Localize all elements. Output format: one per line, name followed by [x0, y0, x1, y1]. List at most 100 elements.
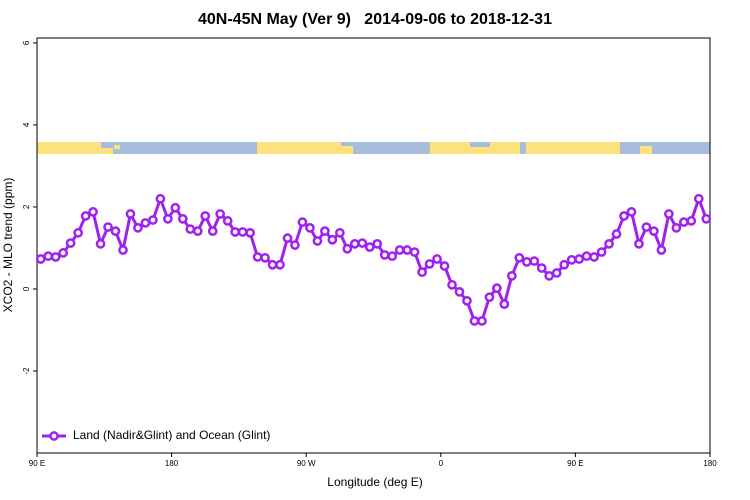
- y-tick-label: 0: [22, 286, 31, 291]
- data-point: [335, 227, 345, 238]
- data-point: [95, 239, 106, 249]
- data-point: [611, 229, 622, 239]
- chart-title: 40N-45N May (Ver 9) 2014-09-06 to 2018-1…: [198, 11, 552, 28]
- data-point: [454, 286, 465, 297]
- data-point: [320, 226, 330, 236]
- data-point: [364, 242, 375, 252]
- data-point: [35, 254, 46, 264]
- data-point: [387, 251, 398, 262]
- data-point: [237, 227, 248, 237]
- data-point: [275, 259, 285, 270]
- x-tick-label: 180: [165, 459, 179, 468]
- x-tick-label: 90 E: [567, 459, 583, 468]
- y-tick-label: -2: [22, 367, 31, 375]
- data-point: [402, 245, 412, 255]
- data-point: [230, 227, 241, 237]
- data-point: [73, 227, 83, 238]
- plot-frame: [36, 37, 711, 454]
- data-point: [559, 259, 570, 270]
- data-point: [372, 239, 383, 249]
- data-point: [88, 207, 98, 217]
- data-point: [394, 245, 405, 255]
- data-point: [267, 259, 278, 270]
- data-point: [664, 209, 674, 219]
- data-point: [163, 213, 173, 224]
- data-point: [192, 226, 203, 236]
- data-point: [103, 222, 113, 232]
- data-point: [65, 238, 76, 248]
- data-point: [58, 248, 69, 258]
- data-point: [260, 252, 270, 263]
- y-tick-label: 6: [22, 40, 31, 45]
- data-point: [521, 257, 532, 267]
- data-point: [349, 239, 360, 249]
- data-point: [118, 245, 128, 255]
- data-point: [215, 209, 226, 219]
- data-point: [417, 267, 427, 278]
- data-point: [701, 213, 712, 224]
- legend-label: Land (Nadir&Glint) and Ocean (Glint): [73, 428, 270, 442]
- series-line: [40, 194, 708, 323]
- data-point: [619, 211, 629, 221]
- data-point: [80, 211, 91, 221]
- data-point: [424, 259, 435, 269]
- data-point: [634, 239, 644, 249]
- data-point: [484, 292, 495, 303]
- data-point: [50, 252, 61, 262]
- data-point: [566, 255, 577, 265]
- data-point: [170, 202, 181, 213]
- data-point: [43, 251, 54, 262]
- data-point: [185, 224, 196, 234]
- data-point: [110, 226, 121, 236]
- data-point: [551, 268, 562, 278]
- x-tick-label: 90 E: [29, 459, 45, 468]
- data-point: [447, 280, 457, 290]
- data-point: [125, 209, 136, 219]
- data-point: [596, 247, 607, 257]
- y-tick-label: 4: [22, 122, 31, 127]
- data-point: [499, 299, 510, 309]
- data-point: [357, 238, 368, 248]
- data-point: [671, 223, 682, 233]
- data-point: [252, 252, 263, 262]
- data-point: [462, 296, 472, 306]
- data-point: [536, 263, 547, 273]
- data-point: [693, 193, 704, 204]
- data-point: [155, 193, 166, 204]
- data-point: [686, 216, 697, 226]
- data-point: [327, 234, 338, 245]
- data-point: [506, 270, 517, 281]
- data-point: [342, 243, 353, 254]
- data-point: [439, 261, 450, 271]
- data-point: [282, 233, 293, 243]
- data-point: [148, 215, 158, 225]
- x-axis-title: Longitude (deg E): [327, 475, 422, 489]
- x-tick-label: 0: [439, 459, 444, 468]
- data-point: [245, 227, 255, 238]
- data-point: [305, 223, 315, 233]
- y-tick-label: 2: [22, 204, 31, 209]
- data-point: [529, 256, 540, 266]
- data-point: [589, 252, 599, 262]
- x-tick-label: 180: [703, 459, 717, 468]
- data-point: [200, 211, 211, 221]
- data-point: [514, 252, 525, 263]
- data-point: [290, 240, 300, 250]
- data-point: [604, 239, 614, 249]
- data-point: [492, 283, 502, 293]
- data-point: [409, 247, 420, 257]
- data-point: [432, 254, 442, 264]
- y-axis-title: XCO2 - MLO trend (ppm): [1, 178, 15, 313]
- data-point: [581, 251, 592, 262]
- data-point: [656, 245, 667, 255]
- land-ocean-strip: [37, 142, 710, 154]
- legend-marker: [49, 431, 59, 441]
- data-point: [544, 270, 555, 281]
- data-point: [222, 216, 233, 226]
- data-point: [177, 213, 188, 224]
- data-point: [133, 223, 143, 233]
- data-point: [649, 226, 659, 236]
- data-point: [574, 254, 584, 264]
- x-tick-label: 90 W: [297, 459, 316, 468]
